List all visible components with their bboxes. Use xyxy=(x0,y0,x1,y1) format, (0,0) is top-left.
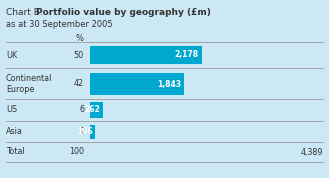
Bar xyxy=(90,125,95,139)
Text: 1,843: 1,843 xyxy=(158,80,182,88)
Text: US: US xyxy=(6,106,17,114)
Text: 50: 50 xyxy=(74,51,84,59)
Text: 262: 262 xyxy=(85,106,100,114)
Text: 106: 106 xyxy=(77,127,92,137)
Text: %: % xyxy=(76,34,84,43)
Text: Chart B:: Chart B: xyxy=(6,8,46,17)
Text: Continental
Europe: Continental Europe xyxy=(6,74,52,94)
Text: 42: 42 xyxy=(74,80,84,88)
Bar xyxy=(90,103,103,117)
Text: 2: 2 xyxy=(79,127,84,137)
Text: as at 30 September 2005: as at 30 September 2005 xyxy=(6,20,113,29)
Bar xyxy=(90,46,202,64)
Text: 4,389: 4,389 xyxy=(300,148,323,156)
Text: 2,178: 2,178 xyxy=(174,51,199,59)
Text: Portfolio value by geography (£m): Portfolio value by geography (£m) xyxy=(36,8,211,17)
Text: 100: 100 xyxy=(69,148,84,156)
Bar xyxy=(90,73,185,95)
Text: Asia: Asia xyxy=(6,127,23,137)
Text: Total: Total xyxy=(6,148,25,156)
Text: UK: UK xyxy=(6,51,17,59)
Text: 6: 6 xyxy=(79,106,84,114)
